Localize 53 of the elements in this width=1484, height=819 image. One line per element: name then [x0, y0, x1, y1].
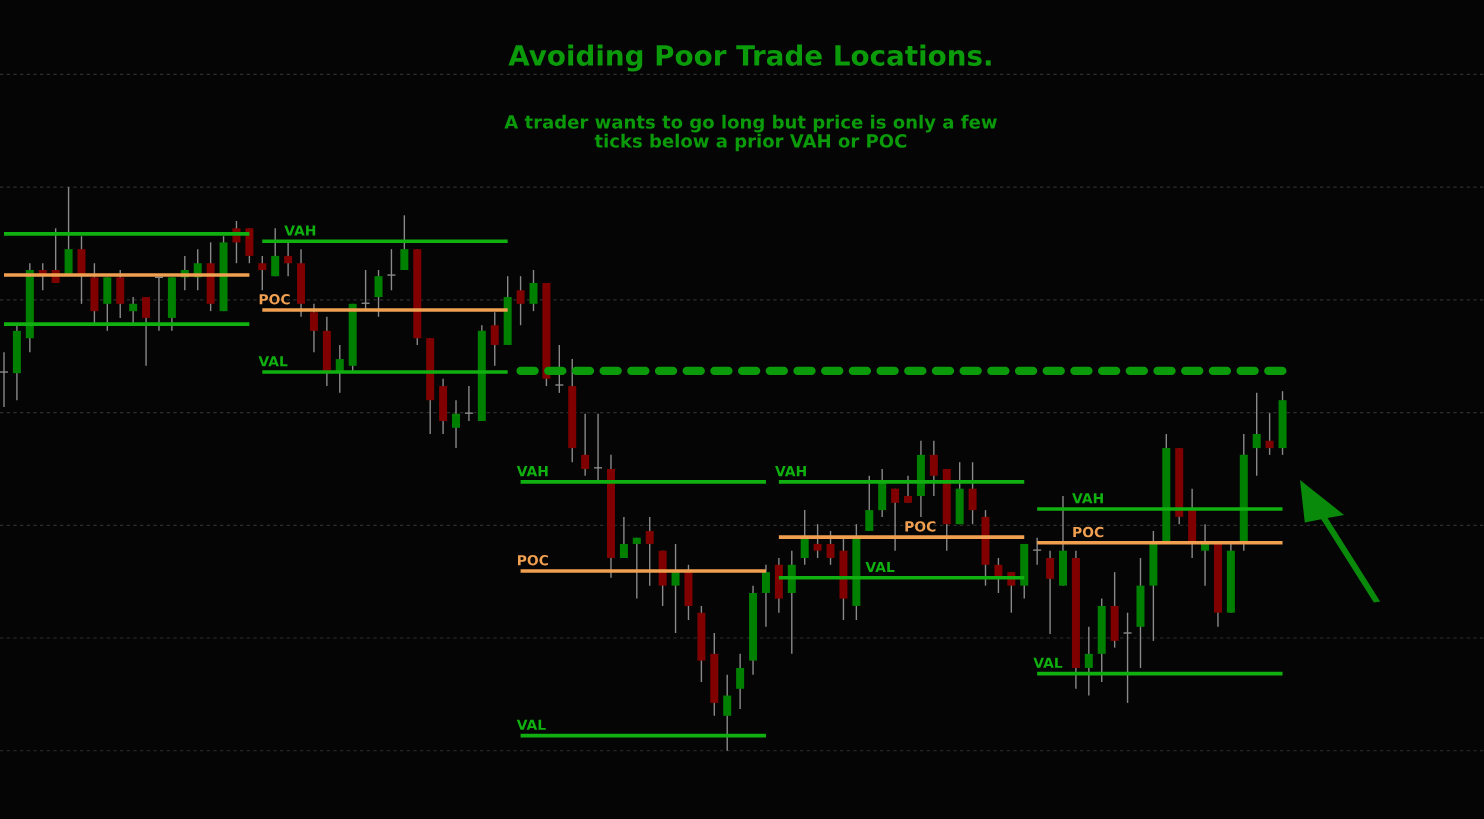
candlestick — [800, 509, 809, 566]
candlestick — [723, 674, 732, 752]
series-label: VAL — [516, 719, 546, 730]
candlestick — [904, 475, 913, 504]
candlestick — [968, 461, 977, 525]
candlestick — [736, 653, 745, 710]
candlestick — [865, 475, 874, 532]
candlestick — [929, 440, 938, 497]
chart-subtitle: A trader wants to go long but price is only a few ticks below a prior VAH or POC — [504, 114, 997, 152]
candlestick — [826, 530, 835, 566]
candlestick — [386, 248, 397, 291]
candlestick — [400, 214, 409, 271]
candlestick — [554, 344, 565, 394]
candlestick — [619, 516, 628, 559]
series-label: VAH — [284, 225, 316, 236]
candlestick — [632, 537, 641, 600]
candlestick — [813, 523, 822, 559]
candlestick — [516, 275, 525, 326]
candlestick — [1265, 412, 1274, 456]
series-label: POC — [517, 554, 548, 566]
series-label: VAH — [516, 466, 548, 477]
candlestick — [271, 227, 280, 277]
candlestick — [645, 516, 654, 587]
candlestick — [1122, 612, 1133, 704]
candlestick — [464, 385, 474, 422]
candlestick — [761, 564, 770, 628]
candlestick — [529, 269, 538, 312]
candlestick — [891, 487, 900, 552]
candlestick — [374, 269, 383, 318]
candlestick — [1084, 626, 1093, 697]
candlestick — [671, 543, 680, 634]
candlestick — [452, 399, 461, 449]
candlestick — [1252, 392, 1261, 477]
series-label: POC — [1073, 526, 1104, 538]
series-label: VAL — [865, 561, 895, 573]
series-label: VAL — [1033, 657, 1063, 668]
series-label: VAH — [775, 466, 806, 477]
chart-title: Avoiding Poor Trade Locations. — [508, 44, 991, 72]
series-label: POC — [259, 294, 290, 305]
candlestick — [258, 255, 267, 291]
series-label: POC — [905, 521, 936, 532]
candlestick — [284, 242, 293, 277]
candlestick — [309, 303, 318, 353]
candlestick — [1046, 550, 1055, 635]
candlestick — [1032, 537, 1042, 566]
candlestick — [0, 351, 9, 408]
candlestick — [129, 296, 138, 324]
candlestick — [593, 413, 603, 482]
candlestick — [142, 296, 151, 367]
candlestick — [581, 413, 590, 477]
series-label: VAH — [1072, 493, 1103, 504]
series-label: VAL — [258, 356, 288, 367]
candlestick — [490, 311, 499, 367]
